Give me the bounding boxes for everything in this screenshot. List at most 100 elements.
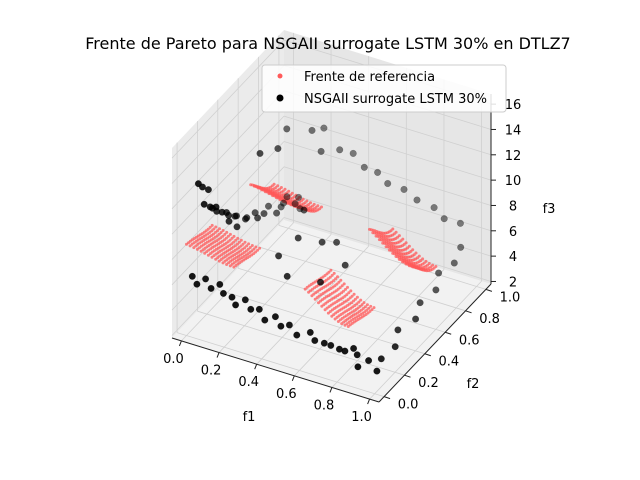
reference-point [230, 236, 234, 240]
solution-point [228, 293, 236, 301]
solution-point [341, 261, 349, 269]
reference-point [287, 189, 291, 193]
solution-point [374, 168, 382, 176]
solution-point [300, 206, 308, 214]
reference-point [210, 229, 214, 233]
solution-point [320, 124, 328, 132]
reference-point [344, 287, 347, 291]
y-tick-mark [383, 396, 391, 400]
solution-point [291, 200, 299, 208]
solution-point [279, 199, 288, 207]
reference-point [346, 285, 349, 289]
solution-point [311, 336, 319, 345]
reference-point [367, 306, 371, 310]
solution-point [318, 238, 326, 246]
reference-point [241, 247, 245, 251]
z-tick-label: 12 [505, 149, 522, 164]
reference-point [330, 280, 334, 284]
reference-point [338, 286, 342, 290]
solution-point [440, 215, 448, 223]
grid-line-y-floor [176, 332, 385, 398]
grid-line-x-floor [331, 269, 445, 388]
y-tick-mark [404, 374, 411, 378]
reference-point [212, 232, 215, 236]
reference-point [397, 234, 401, 238]
reference-point [317, 301, 320, 305]
reference-point [352, 292, 356, 296]
z-tick-label: 2 [509, 275, 517, 290]
solution-point [308, 126, 316, 134]
grid-line-z-left [171, 115, 285, 235]
solution-point [432, 286, 440, 294]
reference-point [427, 262, 431, 265]
reference-point [226, 234, 230, 238]
z-tick-label: 16 [505, 98, 522, 113]
reference-point [328, 275, 332, 279]
reference-point [218, 227, 221, 231]
reference-point [301, 197, 305, 201]
solution-point [202, 275, 210, 283]
y-tick-label: 0.6 [459, 333, 480, 348]
reference-point [365, 303, 369, 307]
reference-point [246, 247, 250, 251]
x-tick-mark [367, 398, 371, 405]
reference-point [368, 309, 372, 313]
y-tick-labels: 0.0 0.2 0.40.6 0.81.0 [383, 288, 521, 413]
solution-point [213, 207, 221, 215]
reference-point [342, 282, 346, 286]
z-tick-label: 8 [509, 199, 517, 214]
reference-point [199, 249, 203, 253]
reference-point [336, 275, 339, 279]
reference-point [272, 182, 276, 186]
reference-point [254, 250, 258, 254]
y-tick-mark [485, 288, 493, 292]
reference-point [256, 248, 260, 252]
reference-point [343, 323, 347, 327]
reference-point [216, 229, 219, 233]
grid-line-z-back [283, 191, 492, 257]
grid-line-x-floor [218, 234, 332, 353]
reference-point [333, 317, 337, 321]
reference-point [185, 242, 188, 246]
reference-point [350, 301, 353, 305]
reference-point [323, 274, 327, 277]
reference-point [290, 191, 294, 195]
y-tick-mark [445, 331, 452, 335]
z-axis-label: f3 [543, 202, 556, 217]
solution-point [251, 209, 259, 217]
reference-point [347, 291, 351, 295]
solution-point [200, 200, 208, 208]
reference-point [234, 238, 238, 242]
solution-point [365, 357, 373, 365]
reference-point [349, 289, 353, 293]
solution-point [394, 326, 402, 334]
solution-point [216, 280, 224, 288]
reference-point [232, 234, 236, 238]
solution-point [413, 196, 421, 204]
reference-point [330, 273, 334, 277]
solution-point [306, 328, 314, 336]
reference-point [337, 280, 341, 284]
reference-point [353, 297, 357, 301]
reference-point [328, 310, 332, 313]
reference-point [241, 242, 245, 246]
reference-point [236, 236, 240, 240]
chart-title: Frente de Pareto para NSGAII surrogate L… [85, 34, 570, 53]
reference-point [192, 246, 196, 250]
reference-point [333, 284, 337, 288]
solution-point [400, 185, 408, 193]
reference-point [332, 313, 336, 317]
reference-point [254, 245, 258, 249]
solution-point [256, 149, 264, 157]
y-tick-label: 1.0 [500, 290, 521, 305]
y-tick-label: 0.4 [438, 355, 459, 370]
z-tick-label: 10 [505, 174, 522, 189]
reference-point [326, 311, 330, 315]
reference-point [298, 195, 302, 199]
reference-front-surface [185, 182, 438, 328]
solution-point [391, 343, 399, 351]
x-tick-mark [254, 363, 258, 370]
solution-point [285, 321, 293, 329]
reference-point [336, 320, 340, 323]
